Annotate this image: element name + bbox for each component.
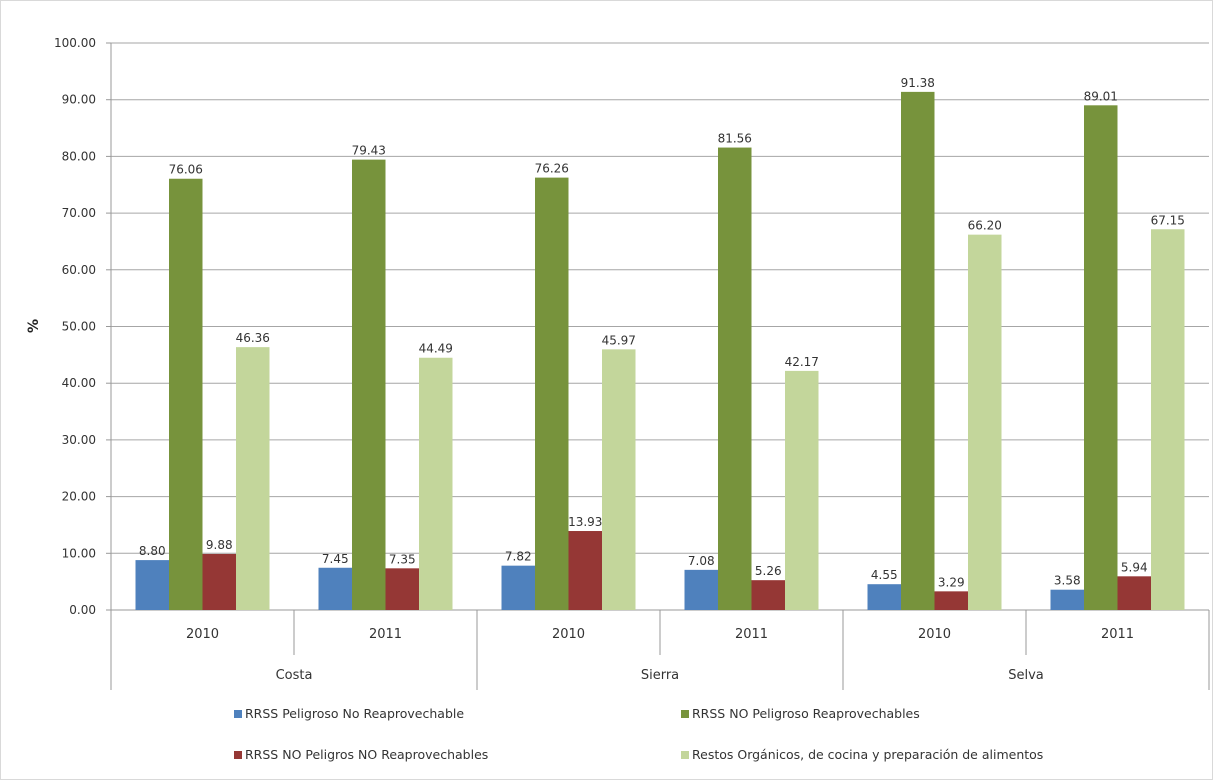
y-tick-label: 60.00 <box>62 263 96 277</box>
y-tick-label: 10.00 <box>62 546 96 560</box>
bar-1-0 <box>169 178 203 610</box>
data-label: 5.26 <box>755 564 782 578</box>
bar-0-4 <box>867 584 901 610</box>
bar-1-3 <box>718 147 752 610</box>
legend-entry: RRSS NO Peligros NO Reaprovechables <box>245 747 488 762</box>
y-axis-label: % <box>26 319 42 333</box>
bar-2-5 <box>1117 576 1151 610</box>
data-label: 7.35 <box>389 552 416 566</box>
data-label: 66.20 <box>968 219 1002 233</box>
data-label: 81.56 <box>718 132 752 146</box>
bar-3-4 <box>968 234 1002 610</box>
data-label: 4.55 <box>871 568 898 582</box>
legend-swatch <box>234 751 242 759</box>
data-label: 3.29 <box>938 575 965 589</box>
bar-2-1 <box>385 568 419 610</box>
data-label: 42.17 <box>785 355 819 369</box>
data-label: 76.26 <box>535 162 569 176</box>
category-label: 2010 <box>918 627 951 642</box>
y-tick-label: 30.00 <box>62 433 96 447</box>
bar-2-0 <box>202 553 236 610</box>
bar-1-5 <box>1084 105 1118 611</box>
group-label: Selva <box>1008 668 1044 683</box>
data-label: 7.82 <box>505 550 532 564</box>
y-tick-label: 0.00 <box>69 603 96 617</box>
bar-3-5 <box>1151 229 1185 610</box>
legend-swatch <box>234 710 242 718</box>
category-label: 2011 <box>735 627 768 642</box>
data-label: 91.38 <box>901 76 935 90</box>
data-label: 13.93 <box>568 515 602 529</box>
data-label: 44.49 <box>419 342 453 356</box>
data-label: 5.94 <box>1121 560 1148 574</box>
data-label: 46.36 <box>236 331 270 345</box>
bar-3-0 <box>236 347 270 610</box>
data-label: 7.08 <box>688 554 715 568</box>
y-tick-label: 50.00 <box>62 320 96 334</box>
bar-2-3 <box>751 580 785 610</box>
y-tick-label: 90.00 <box>62 93 96 107</box>
bar-0-0 <box>135 560 169 610</box>
data-label: 45.97 <box>602 333 636 347</box>
category-label: 2010 <box>552 627 585 642</box>
y-tick-label: 70.00 <box>62 206 96 220</box>
data-label: 7.45 <box>322 552 349 566</box>
bar-3-1 <box>419 357 453 610</box>
legend-swatch <box>681 751 689 759</box>
data-label: 89.01 <box>1084 89 1118 103</box>
bar-2-4 <box>934 591 968 610</box>
bar-0-2 <box>501 565 535 610</box>
legend-swatch <box>681 710 689 718</box>
category-label: 2011 <box>1101 627 1134 642</box>
group-label: Costa <box>276 668 313 683</box>
data-label: 76.06 <box>169 163 203 177</box>
y-tick-label: 40.00 <box>62 376 96 390</box>
bar-1-4 <box>901 91 935 611</box>
data-label: 79.43 <box>352 144 386 158</box>
category-label: 2010 <box>186 627 219 642</box>
bar-0-5 <box>1050 589 1084 610</box>
group-label: Sierra <box>641 668 679 683</box>
bar-3-3 <box>785 370 819 610</box>
data-label: 8.80 <box>139 544 166 558</box>
bar-1-2 <box>535 177 569 610</box>
legend-entry: RRSS NO Peligroso Reaprovechables <box>692 706 920 721</box>
legend-entry: RRSS Peligroso No Reaprovechable <box>245 706 464 721</box>
bar-0-3 <box>684 569 718 610</box>
category-label: 2011 <box>369 627 402 642</box>
bar-2-2 <box>568 531 602 610</box>
bar-1-1 <box>352 159 386 610</box>
bar-0-1 <box>318 567 352 610</box>
y-tick-label: 20.00 <box>62 490 96 504</box>
bar-3-2 <box>602 349 636 610</box>
data-label: 67.15 <box>1151 213 1185 227</box>
y-tick-label: 100.00 <box>54 36 96 50</box>
y-tick-label: 80.00 <box>62 149 96 163</box>
legend-entry: Restos Orgánicos, de cocina y preparació… <box>692 747 1043 762</box>
data-label: 3.58 <box>1054 574 1081 588</box>
data-label: 9.88 <box>206 538 233 552</box>
